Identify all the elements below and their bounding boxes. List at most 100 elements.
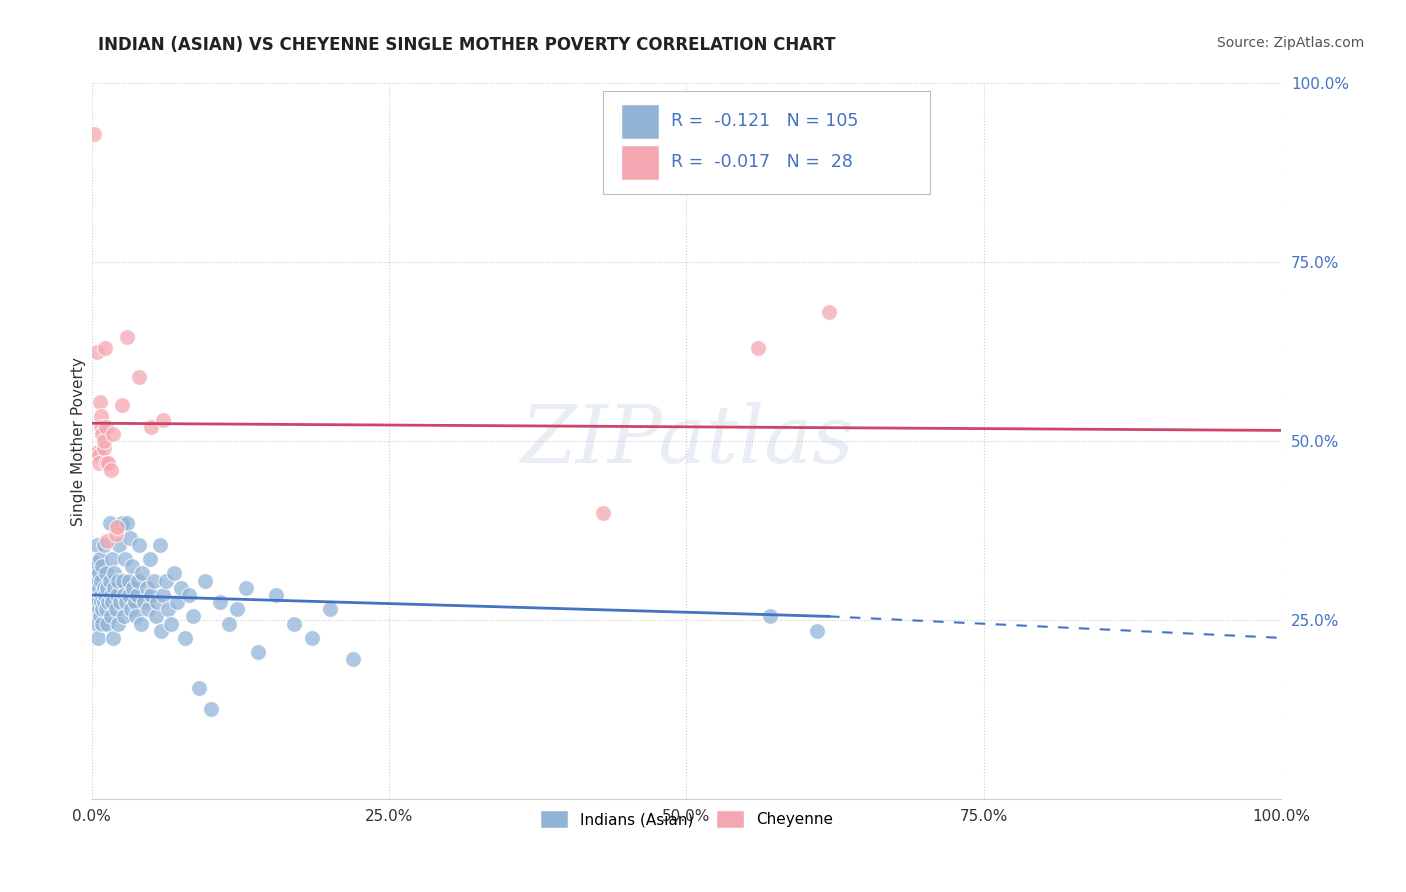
Text: R =  -0.121   N = 105: R = -0.121 N = 105 (671, 112, 858, 130)
Point (93, 434, 115, 449)
Point (86, 344, 108, 359)
Point (90, 420, 112, 434)
Point (117, 330, 139, 344)
Point (149, 624, 172, 638)
Point (118, 588, 141, 602)
Point (86, 591, 108, 606)
Point (84, 566, 107, 581)
Point (82, 570, 104, 584)
Point (91, 616, 114, 631)
Legend: Indians (Asian), Cheyenne: Indians (Asian), Cheyenne (534, 805, 839, 834)
Point (94, 566, 117, 581)
Point (83, 570, 105, 584)
Point (103, 631, 125, 645)
Point (83, 599, 105, 613)
Point (104, 527, 127, 541)
Point (128, 369, 150, 384)
Point (91, 602, 114, 616)
Point (125, 609, 148, 624)
Point (110, 516, 132, 531)
Point (90, 595, 112, 609)
Point (98, 516, 121, 531)
Point (94, 341, 117, 355)
Point (818, 305, 841, 319)
Point (136, 602, 159, 616)
Point (90, 409, 112, 423)
Point (87, 456, 110, 470)
Point (82, 581, 104, 595)
Point (114, 552, 136, 566)
Point (301, 631, 323, 645)
Point (111, 574, 134, 588)
Point (131, 566, 153, 581)
Point (135, 581, 157, 595)
Point (107, 616, 129, 631)
Point (134, 595, 156, 609)
Point (83, 127, 105, 141)
Point (142, 574, 165, 588)
Point (112, 588, 135, 602)
Point (87, 566, 110, 581)
Point (87, 631, 110, 645)
Point (124, 595, 146, 609)
Point (155, 574, 177, 588)
Point (94, 588, 117, 602)
Point (342, 652, 364, 666)
Point (181, 609, 204, 624)
Point (283, 616, 305, 631)
Text: ZIPatlas: ZIPatlas (520, 402, 853, 480)
Point (91, 559, 114, 574)
Point (141, 588, 163, 602)
Point (139, 552, 162, 566)
Point (91, 427, 114, 442)
Point (152, 588, 174, 602)
Point (141, 420, 163, 434)
Point (86, 616, 108, 631)
Point (100, 463, 122, 477)
Point (96, 534, 118, 549)
Point (94, 602, 117, 616)
Point (120, 602, 142, 616)
Point (247, 645, 270, 659)
Point (318, 602, 340, 616)
Point (83, 588, 105, 602)
Point (98, 574, 121, 588)
Point (105, 588, 128, 602)
FancyBboxPatch shape (621, 103, 659, 139)
Point (235, 581, 257, 595)
Point (117, 516, 139, 531)
Point (218, 616, 240, 631)
Point (84, 606, 107, 620)
Point (122, 581, 145, 595)
Point (173, 631, 195, 645)
Point (100, 588, 122, 602)
Point (170, 581, 193, 595)
Text: Source: ZipAtlas.com: Source: ZipAtlas.com (1216, 36, 1364, 50)
Point (758, 609, 780, 624)
Point (87, 602, 110, 616)
Point (112, 609, 135, 624)
Point (146, 595, 169, 609)
Point (127, 574, 149, 588)
Point (592, 506, 614, 520)
Point (89, 394, 111, 409)
Point (200, 702, 222, 716)
Point (86, 538, 108, 552)
Point (152, 412, 174, 426)
Point (96, 616, 118, 631)
Point (87, 449, 110, 463)
Point (93, 595, 115, 609)
Point (110, 398, 132, 412)
Point (87, 581, 110, 595)
Point (110, 595, 132, 609)
Point (115, 595, 138, 609)
Point (806, 624, 828, 638)
Point (105, 520, 128, 534)
Point (104, 602, 127, 616)
Point (82, 559, 104, 574)
Text: R =  -0.017   N =  28: R = -0.017 N = 28 (671, 153, 853, 171)
Point (93, 442, 115, 456)
FancyBboxPatch shape (603, 91, 931, 194)
Point (101, 552, 124, 566)
Point (747, 341, 769, 355)
